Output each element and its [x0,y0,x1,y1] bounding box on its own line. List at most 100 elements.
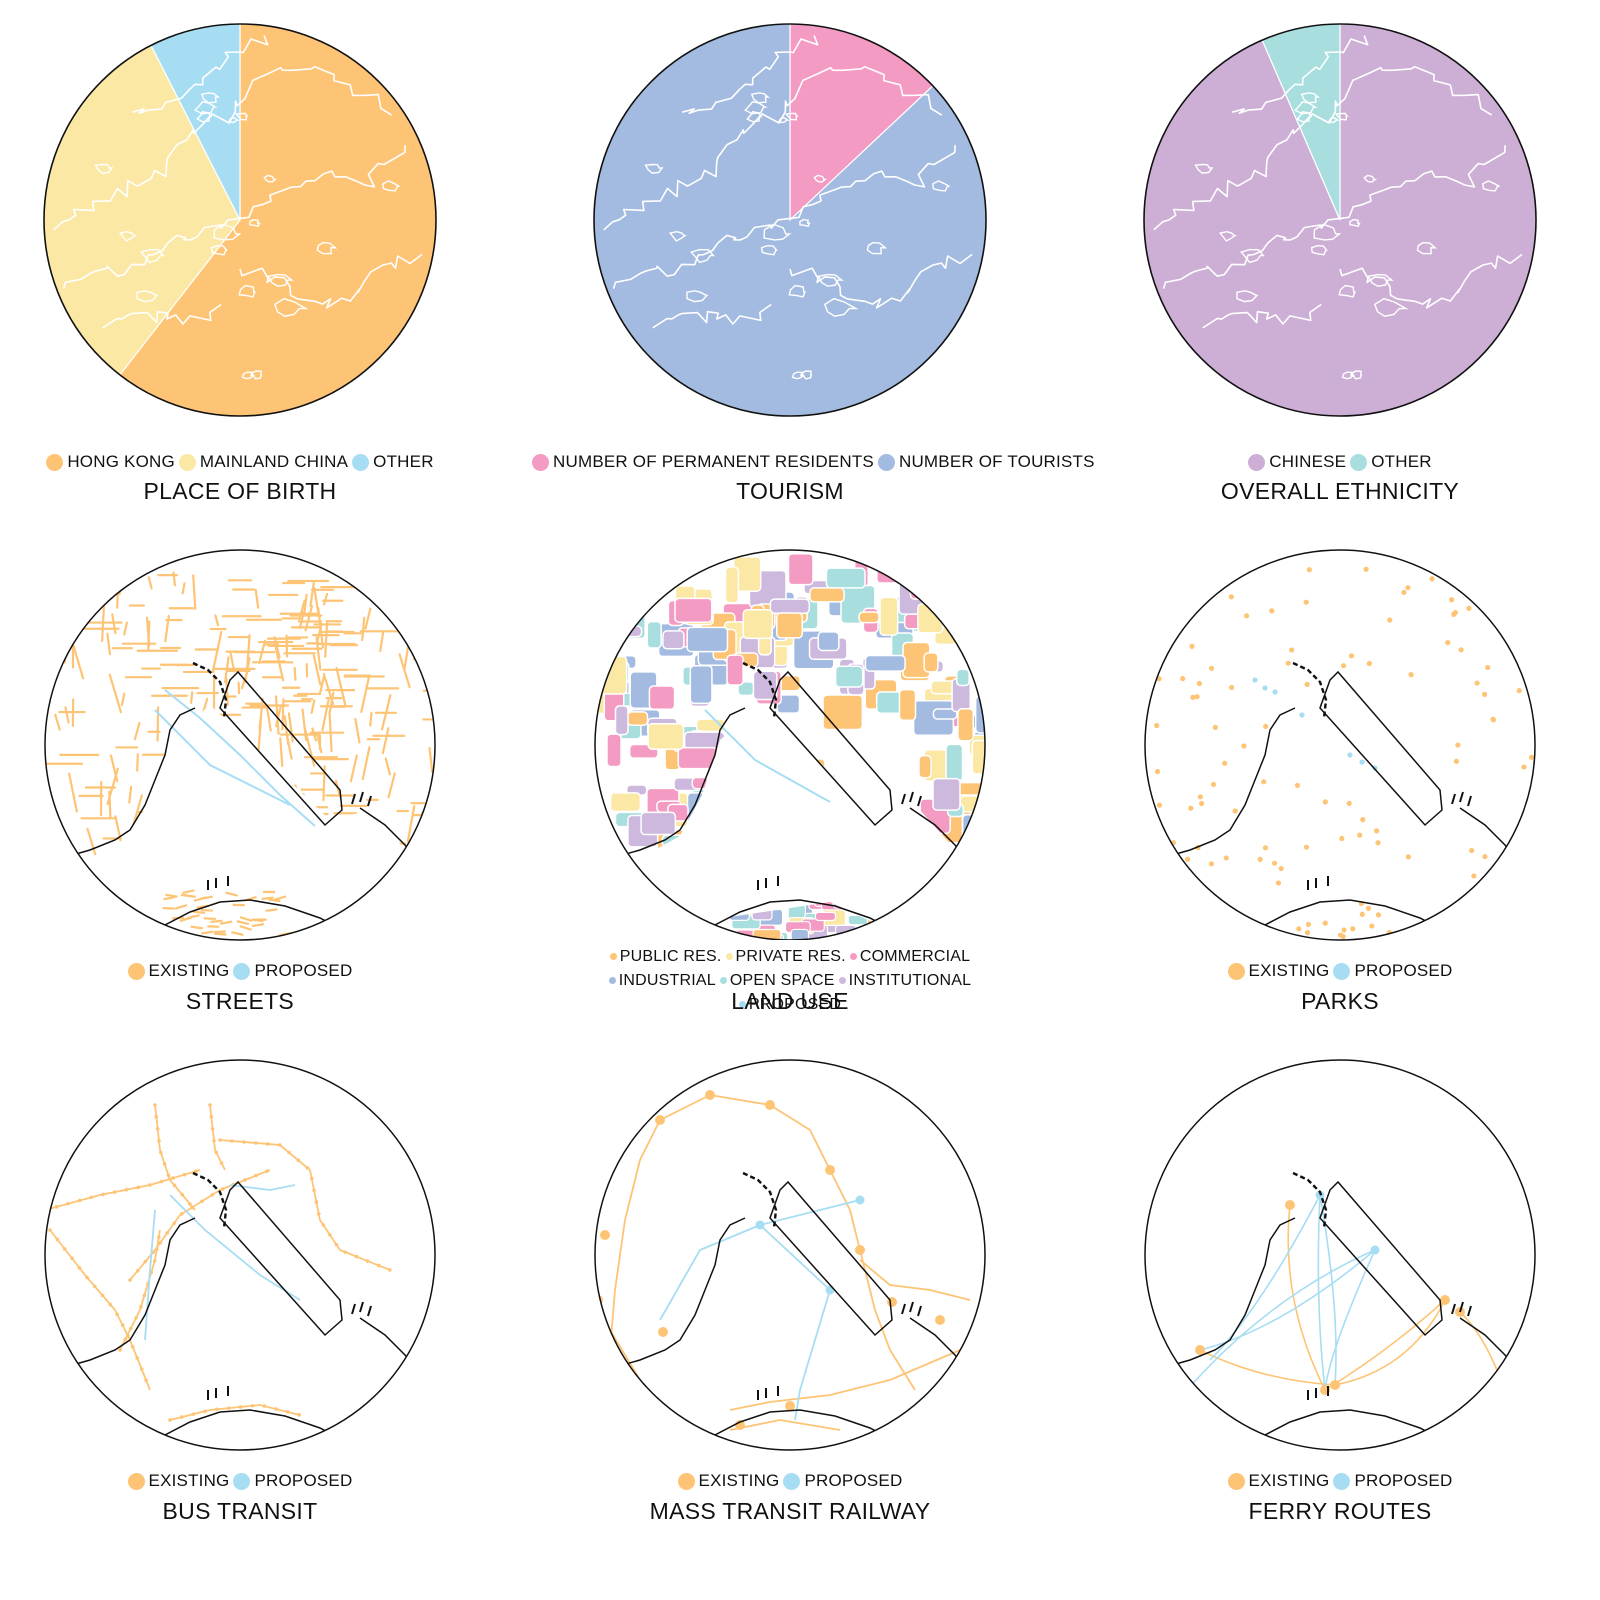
land-parcel [850,938,867,940]
island-outline [249,218,261,228]
park-point [1357,832,1363,838]
land-parcel [822,694,864,731]
bus-stop [188,1202,192,1206]
street-segment [309,581,315,608]
legend-label: HONG KONG [67,452,175,471]
land-parcel [932,708,958,720]
street-segment [193,896,207,902]
proposed-ferry-route [1324,1249,1376,1391]
park-point [1363,566,1369,572]
island-outline [118,230,138,242]
pier [367,795,372,807]
bus-stop [179,1415,184,1419]
bus-stop [287,1150,291,1155]
street-segment [405,612,413,641]
street-segment [136,753,139,772]
island-outline [1367,273,1394,287]
island-outline [1482,180,1500,192]
bus-stop [155,1247,159,1251]
mtr-station [785,1401,795,1411]
bus-stop [316,1212,321,1216]
park-point [1303,844,1310,850]
park-point [1154,768,1161,775]
bus-stop [226,1406,231,1410]
bus-stop [194,1169,198,1174]
bus-stop [388,1268,392,1272]
land-parcel [955,668,970,687]
land-parcel [960,615,975,635]
park-point [1269,608,1275,614]
breakwater [742,661,778,719]
island-outline [382,180,400,192]
park-point [1304,930,1311,936]
park-point [1158,835,1164,842]
street-segment [164,614,170,643]
park-point [1241,743,1247,749]
bus-stop [212,1138,216,1143]
land-parcel [609,792,642,813]
park-point [1271,860,1278,866]
land-parcel [742,609,774,640]
legend-label: EXISTING [698,1471,780,1490]
bus-stop [243,1178,247,1182]
legend-item: COMMERCIAL [849,945,970,968]
bus-stop [144,1378,148,1383]
land-parcel [606,733,622,768]
harbour-water [595,705,985,940]
legend-swatch-icon [725,953,733,960]
land-parcel [988,708,1009,724]
street-segment [133,721,141,741]
legend-label: EXISTING [148,961,230,980]
park-point [1294,782,1301,788]
park-point [1232,808,1238,814]
street-segment [147,620,151,652]
panel-land-use: PUBLIC RES. PRIVATE RES. COMMERCIAL INDUSTR… [530,540,1050,1060]
pier [901,793,906,805]
legend-item: EXISTING [127,1471,230,1491]
street-segment [304,929,309,940]
park-point [1210,781,1217,788]
park-point [1219,582,1225,588]
island-outline [801,370,813,380]
land-parcel [937,582,963,617]
park-point [1223,855,1229,861]
panel-ferry-routes: EXISTING PROPOSED FERRY ROUTES [1080,1050,1600,1570]
street-segment [268,898,281,903]
land-parcel [640,811,677,836]
map-parks [1144,549,1536,941]
legend-label: PROPOSED [1354,961,1453,980]
legend-swatch-icon [127,962,145,980]
bus-stop [376,1263,381,1268]
coastline [909,1317,985,1401]
street-segment [324,619,329,658]
street-segment [361,746,371,781]
park-point [1159,872,1165,878]
street-segment [45,840,47,865]
pier [1451,793,1456,805]
legend-swatch-icon [609,953,617,960]
land-parcel [966,822,985,848]
park-point [1387,617,1393,623]
street-segment [214,614,220,627]
bus-stop [314,1200,319,1204]
legend-item: EXISTING [1227,1471,1330,1491]
map-bus-transit [44,1059,436,1451]
legend-item: PROPOSED [1333,1471,1452,1491]
bus-stop [250,1403,255,1408]
bus-stop [123,1337,128,1342]
park-point [1516,883,1522,889]
street-segment [29,796,31,813]
panel-title: BUS TRANSIT [162,1498,318,1524]
street-segment [384,757,391,776]
legend-streets: EXISTING PROPOSED [0,961,500,985]
street-segment [163,895,176,901]
ferry-pier [1285,1200,1295,1210]
bus-stop [55,1237,60,1242]
park-point [1257,856,1263,863]
bus-stop [77,1266,82,1270]
coastline [1145,1217,1296,1381]
bus-stop [165,1231,169,1235]
bus-stop [209,1115,214,1119]
panel-title: STREETS [185,988,295,1014]
bus-stop [354,1254,359,1259]
